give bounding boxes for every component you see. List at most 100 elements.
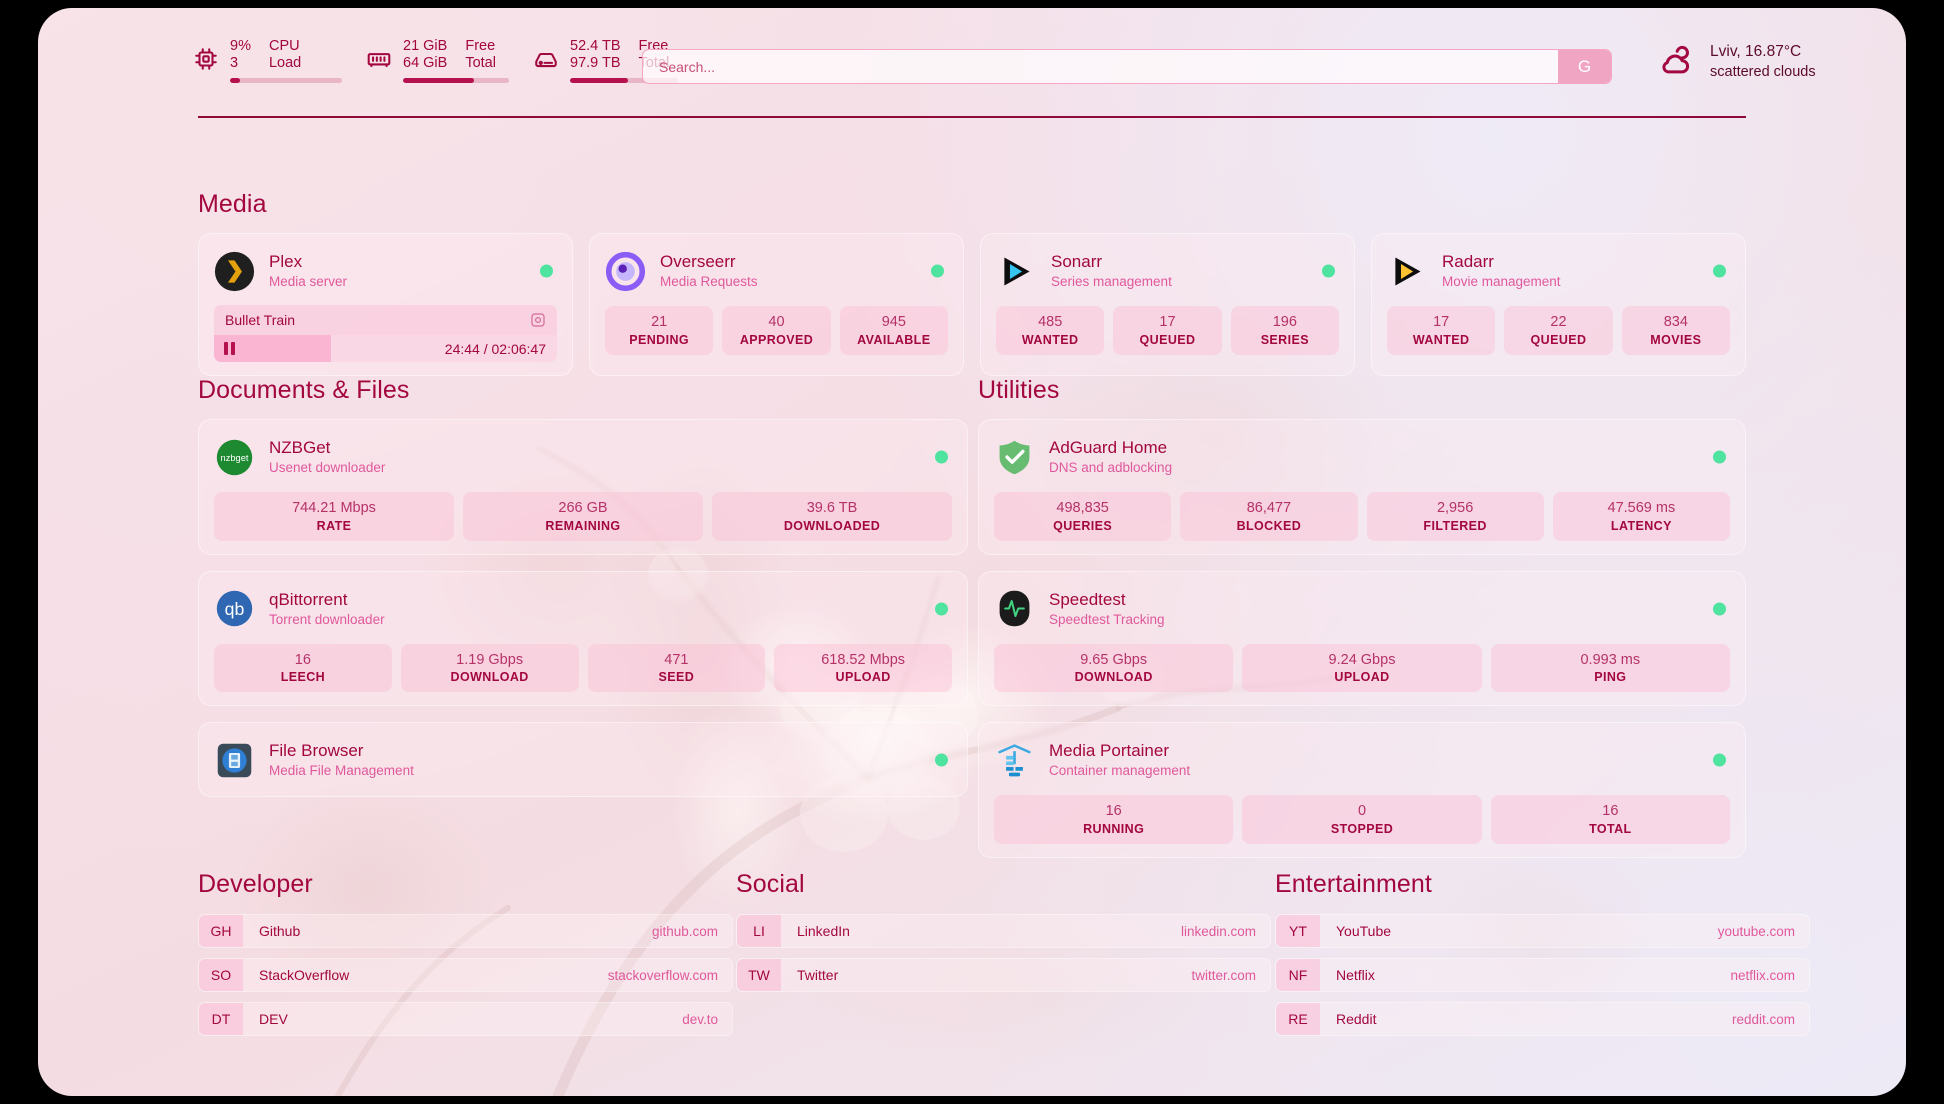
stat-tile: 1.19 Gbps DOWNLOAD: [400, 643, 579, 693]
weather-widget[interactable]: Lviv, 16.87°C scattered clouds: [1656, 42, 1816, 82]
stat-tile-value: 21: [651, 314, 668, 330]
stat-tile: 16 TOTAL: [1490, 795, 1730, 844]
portainer-icon: [994, 740, 1035, 781]
bookmark-item-youtube[interactable]: YT YouTube youtube.com: [1275, 914, 1810, 948]
stat-tile-label: FILTERED: [1423, 518, 1487, 533]
now-playing-title: Bullet Train: [225, 312, 296, 328]
stat-tile-value: 16: [1105, 803, 1122, 820]
filebrowser-icon: [214, 740, 255, 781]
top-bar: 9% 3 CPU Load: [38, 8, 1906, 118]
app-card-media-portainer[interactable]: Media Portainer Container management 16 …: [978, 722, 1746, 858]
header-divider: [198, 116, 1746, 118]
stat-tile: 86,477 BLOCKED: [1180, 492, 1358, 541]
stat-tile-label: SEED: [658, 670, 695, 685]
stat-cpu[interactable]: 9% 3 CPU Load: [193, 38, 342, 84]
stat-tile-value: 2,956: [1436, 500, 1474, 516]
stat-tile-label: LATENCY: [1610, 518, 1672, 533]
app-subtitle: Movie management: [1442, 274, 1561, 290]
stat-tile-label: DOWNLOAD: [450, 670, 529, 685]
bookmark-badge: YT: [1276, 915, 1320, 947]
app-name: Media Portainer: [1049, 741, 1170, 761]
stat-tile: 0.993 ms PING: [1490, 643, 1730, 693]
stat-tile-label: WANTED: [1412, 332, 1470, 347]
bookmark-item-twitter[interactable]: TW Twitter twitter.com: [736, 958, 1271, 992]
pause-icon[interactable]: [224, 342, 235, 355]
dashboard-window: 9% 3 CPU Load: [38, 8, 1906, 1096]
status-indicator-online: [1713, 450, 1726, 464]
app-name: NZBGet: [269, 438, 331, 458]
search-engine-button[interactable]: G: [1558, 50, 1611, 83]
ram-icon: [366, 46, 392, 72]
stat-tile-label: QUEUED: [1530, 332, 1587, 347]
stat-tile-label: TOTAL: [1589, 821, 1632, 836]
app-subtitle: Media server: [269, 274, 348, 290]
status-indicator-online: [935, 602, 948, 616]
app-name: Plex: [269, 252, 303, 272]
stat-tile-label: AVAILABLE: [857, 332, 931, 347]
stat-tile: 744.21 Mbps RATE: [214, 492, 454, 541]
app-subtitle: Usenet downloader: [269, 460, 386, 476]
stat-tile-label: UPLOAD: [1334, 670, 1390, 685]
app-card-radarr[interactable]: Radarr Movie management 17 WANTED 22 QUE…: [1371, 233, 1746, 376]
bookmark-url: github.com: [651, 923, 718, 939]
bookmark-group-title: Social: [736, 870, 805, 898]
bookmark-item-github[interactable]: GH Github github.com: [198, 914, 733, 948]
app-card-speedtest[interactable]: Speedtest Speedtest Tracking 9.65 Gbps D…: [978, 570, 1746, 707]
bookmark-url: twitter.com: [1191, 967, 1256, 983]
stat-memory[interactable]: 21 GiB 64 GiB Free Total: [366, 38, 509, 84]
app-card-qbittorrent[interactable]: qb qBittorrent Torrent downloader 16 LEE…: [198, 570, 968, 707]
bookmark-item-reddit[interactable]: RE Reddit reddit.com: [1275, 1002, 1810, 1036]
app-subtitle: Container management: [1049, 763, 1191, 779]
app-card-file-browser[interactable]: File Browser Media File Management: [198, 722, 968, 798]
gear-icon[interactable]: [530, 312, 546, 328]
storage-total-value: 97.9 TB: [570, 55, 621, 72]
memory-total-value: 64 GiB: [403, 55, 448, 72]
stat-tile-value: 945: [881, 314, 906, 330]
stat-tile-value: 9.65 Gbps: [1080, 651, 1148, 668]
memory-label-top: Free: [465, 38, 496, 54]
status-indicator-online: [540, 264, 553, 278]
app-subtitle: Media File Management: [269, 763, 414, 779]
stat-tile: 834 MOVIES: [1621, 306, 1730, 355]
stat-tile-value: 498,835: [1056, 500, 1109, 516]
stat-tile-value: 47.569 ms: [1607, 500, 1676, 516]
playback-time: 24:44 / 02:06:47: [444, 340, 546, 357]
bookmark-name: YouTube: [1336, 923, 1392, 939]
app-card-sonarr[interactable]: Sonarr Series management 485 WANTED 17 Q…: [980, 233, 1355, 376]
app-card-nzbget[interactable]: nzbget NZBGet Usenet downloader 744.21 M…: [198, 419, 968, 555]
stat-tile-value: 22: [1550, 314, 1567, 330]
stat-tile-value: 39.6 TB: [806, 500, 858, 516]
bookmark-url: stackoverflow.com: [607, 967, 718, 983]
stat-tile-label: DOWNLOADED: [783, 518, 881, 533]
stat-tile-value: 17: [1433, 314, 1450, 330]
stat-tile-value: 86,477: [1246, 500, 1292, 516]
now-playing[interactable]: Bullet Train 24:44 / 02:06:4: [214, 305, 557, 362]
stat-tile-value: 196: [1272, 314, 1297, 330]
bookmark-name: StackOverflow: [259, 967, 350, 983]
stat-tile: 618.52 Mbps UPLOAD: [774, 643, 952, 693]
bookmark-item-stackoverflow[interactable]: SO StackOverflow stackoverflow.com: [198, 958, 733, 992]
app-card-adguard-home[interactable]: AdGuard Home DNS and adblocking 498,835 …: [978, 419, 1746, 555]
stat-tile-label: PING: [1594, 670, 1627, 685]
bookmark-item-netflix[interactable]: NF Netflix netflix.com: [1275, 958, 1810, 992]
section-title-utilities: Utilities: [978, 376, 1060, 404]
section-title-documents: Documents & Files: [198, 376, 410, 404]
bookmark-url: linkedin.com: [1180, 923, 1256, 939]
status-indicator-online: [1713, 264, 1726, 278]
bookmark-badge: NF: [1276, 959, 1320, 991]
bookmark-item-dev[interactable]: DT DEV dev.to: [198, 1002, 733, 1036]
app-name: File Browser: [269, 741, 364, 761]
stat-tile: 9.65 Gbps DOWNLOAD: [994, 643, 1234, 693]
stat-tile-value: 0: [1357, 803, 1367, 820]
qbittorrent-icon: qb: [214, 588, 255, 629]
stat-tile: 2,956 FILTERED: [1366, 492, 1544, 541]
app-subtitle: Series management: [1051, 274, 1172, 290]
bookmark-item-linkedin[interactable]: LI LinkedIn linkedin.com: [736, 914, 1271, 948]
stat-tile-value: 618.52 Mbps: [821, 651, 906, 668]
memory-usage-bar: [403, 78, 509, 84]
stat-tile: 21 PENDING: [605, 306, 714, 355]
stat-tile: 196 SERIES: [1230, 306, 1339, 355]
search-input[interactable]: [643, 50, 1558, 83]
app-card-overseerr[interactable]: Overseerr Media Requests 21 PENDING 40 A…: [589, 233, 964, 376]
app-card-plex[interactable]: Plex Media server Bullet Train: [198, 233, 573, 376]
